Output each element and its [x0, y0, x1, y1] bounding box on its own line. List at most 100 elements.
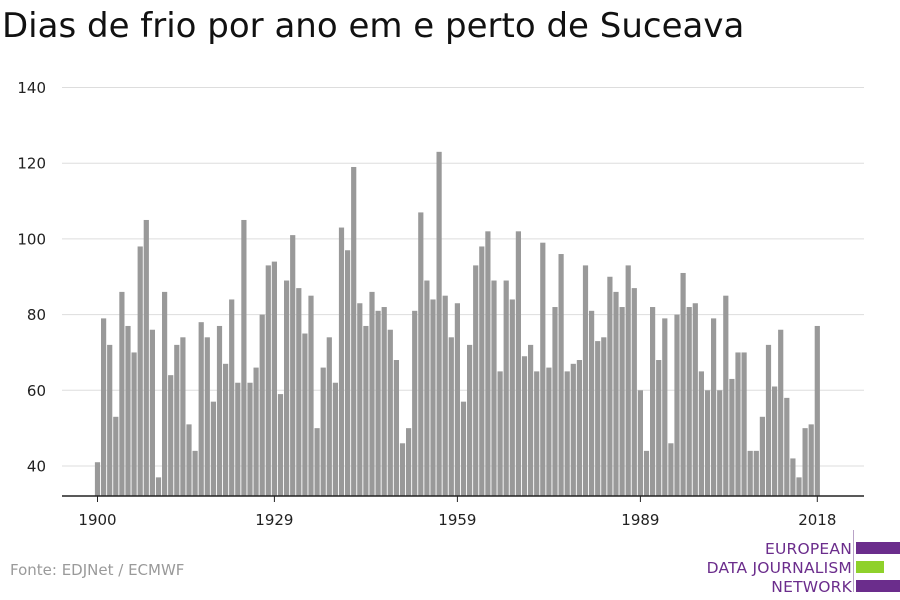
- bar-1925: [247, 382, 253, 496]
- bar-1970: [521, 356, 528, 496]
- bar-1992: [656, 360, 662, 496]
- bar-1987: [625, 265, 631, 496]
- bar-1999: [698, 371, 704, 497]
- x-tick-label-2018: 2018: [798, 511, 836, 529]
- bar-1979: [576, 360, 582, 496]
- bar-1971: [528, 344, 534, 496]
- x-tick-label-1929: 1929: [255, 511, 293, 529]
- bar-1962: [473, 265, 479, 496]
- bar-1957: [442, 295, 448, 496]
- bar-1913: [174, 344, 180, 496]
- bar-1919: [210, 401, 216, 496]
- bar-2005: [735, 352, 741, 496]
- bar-1921: [223, 363, 229, 496]
- logo-line-2: DATA JOURNALISM: [706, 559, 852, 577]
- x-tick-label-1900: 1900: [78, 511, 116, 529]
- bar-2011: [772, 386, 778, 496]
- bar-1916: [192, 450, 198, 496]
- bar-1908: [143, 219, 149, 496]
- bar-2004: [729, 378, 735, 496]
- bar-1966: [497, 371, 503, 497]
- bar-1931: [284, 280, 290, 496]
- logo-bar-top: [856, 542, 900, 554]
- bar-1910: [155, 477, 162, 496]
- bar-1964: [485, 231, 491, 496]
- bar-1991: [650, 307, 656, 496]
- bar-1943: [357, 303, 363, 496]
- chart-title: Dias de frio por ano em e perto de Sucea…: [2, 6, 745, 46]
- bar-2002: [717, 390, 723, 496]
- bar-1906: [131, 352, 137, 496]
- y-tick-label-60: 60: [27, 382, 46, 400]
- y-tick-label-100: 100: [17, 230, 46, 248]
- bar-1929: [271, 261, 277, 496]
- bar-1978: [570, 363, 576, 496]
- bar-1905: [125, 325, 131, 496]
- bar-2000: [704, 390, 711, 496]
- bar-1922: [229, 299, 235, 496]
- bar-1997: [686, 307, 692, 496]
- bar-1934: [302, 333, 308, 496]
- bar-1960: [460, 401, 467, 496]
- bar-1953: [418, 212, 424, 497]
- bar-1915: [186, 424, 192, 496]
- logo-line-1: EUROPEAN: [764, 540, 852, 558]
- bar-1969: [515, 231, 521, 496]
- bar-2016: [802, 428, 808, 496]
- bar-2018: [814, 325, 820, 496]
- bar-1959: [454, 303, 460, 496]
- bar-1926: [253, 367, 259, 496]
- bar-1972: [534, 371, 540, 497]
- bar-2006: [741, 352, 747, 496]
- bar-2017: [808, 424, 814, 496]
- bar-1955: [430, 299, 436, 496]
- bar-1990: [643, 450, 650, 496]
- bar-1968: [509, 299, 515, 496]
- bar-1939: [332, 382, 338, 496]
- bar-2001: [711, 318, 717, 496]
- bar-2013: [784, 397, 790, 496]
- bar-1909: [149, 329, 155, 496]
- bar-1961: [467, 344, 473, 496]
- bar-1923: [235, 382, 241, 496]
- bar-2007: [747, 450, 753, 496]
- bar-1947: [381, 307, 387, 496]
- logo-divider: [853, 530, 854, 592]
- bar-1949: [393, 360, 399, 496]
- bar-1995: [674, 314, 680, 496]
- bar-1937: [320, 367, 326, 496]
- bar-1982: [595, 341, 601, 496]
- bar-1993: [662, 318, 668, 496]
- bar-1914: [180, 337, 186, 496]
- bar-1967: [503, 280, 509, 496]
- x-axis-ticks: 1900 1929 1959 1989 2018: [78, 496, 836, 529]
- bar-1903: [113, 416, 119, 496]
- y-tick-label-120: 120: [17, 155, 46, 173]
- bar-1940: [338, 227, 345, 497]
- bar-1956: [436, 151, 442, 496]
- bar-2003: [723, 295, 729, 496]
- bar-1924: [241, 219, 247, 496]
- bar-1974: [546, 367, 552, 496]
- bar-1976: [558, 254, 564, 496]
- bar-1958: [448, 337, 454, 496]
- bar-1950: [399, 443, 406, 496]
- y-tick-label-40: 40: [27, 458, 46, 476]
- bar-1935: [308, 295, 314, 496]
- bar-2009: [759, 416, 765, 496]
- bar-1980: [582, 265, 589, 496]
- bar-1944: [363, 325, 369, 496]
- edjnet-logo: EUROPEAN DATA JOURNALISM NETWORK: [700, 530, 900, 597]
- bar-1981: [589, 310, 595, 496]
- bar-1977: [564, 371, 570, 497]
- bar-1988: [631, 288, 637, 496]
- bar-1986: [619, 307, 625, 496]
- y-axis-tick-labels: 40 60 80 100 120 140: [17, 79, 46, 476]
- bar-1917: [198, 322, 204, 496]
- bar-1928: [265, 265, 271, 496]
- bar-1941: [345, 250, 351, 496]
- x-tick-label-1989: 1989: [621, 511, 659, 529]
- bar-1918: [204, 337, 210, 496]
- logo-text: EUROPEAN DATA JOURNALISM NETWORK: [707, 540, 852, 597]
